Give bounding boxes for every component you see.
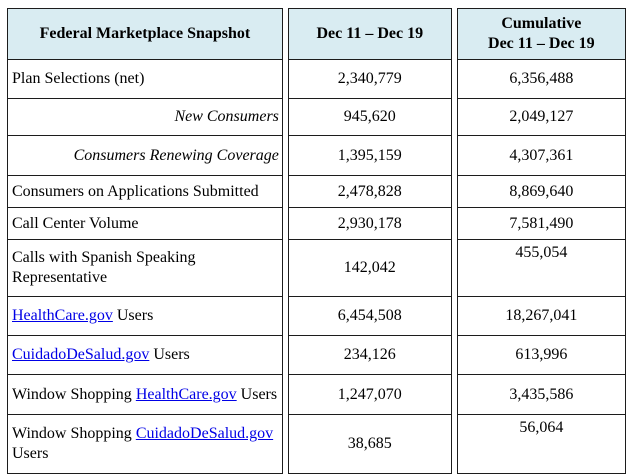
row-label-cell: HealthCare.gov Users [7,297,283,336]
cuidadodesalud-gov-link[interactable]: CuidadoDeSalud.gov [135,425,274,443]
header-weekly-cell: Dec 11 – Dec 19 [287,8,452,60]
weekly-value-cell: 6,454,508 [287,297,452,336]
row-label-text: Users [236,385,278,403]
header-title-cell: Federal Marketplace Snapshot [7,8,283,60]
header-cumulative-line1: Cumulative [501,15,582,33]
header-row: Federal Marketplace Snapshot Dec 11 – De… [7,8,626,60]
row-label-text: Users [149,346,190,364]
row-label-text: Call Center Volume [12,214,139,232]
cumulative-value-cell: 613,996 [456,336,626,375]
header-cumulative-line2: Dec 11 – Dec 19 [488,35,595,52]
weekly-value-cell: 38,685 [287,415,452,474]
marketplace-snapshot-table: Federal Marketplace Snapshot Dec 11 – De… [2,8,631,474]
cumulative-value-cell: 7,581,490 [456,208,626,240]
cumulative-value-cell: 455,054 [456,240,626,297]
table-row: CuidadoDeSalud.gov Users 234,126 613,996 [7,336,626,375]
table-row: HealthCare.gov Users 6,454,508 18,267,041 [7,297,626,336]
weekly-value-cell: 2,478,828 [287,176,452,208]
row-label-cell: Consumers on Applications Submitted [7,176,283,208]
row-label-text: New Consumers [174,108,279,126]
row-label-cell: Calls with Spanish Speaking Representati… [7,240,283,297]
cumulative-value-cell: 8,869,640 [456,176,626,208]
header-cumulative-cell: Cumulative Dec 11 – Dec 19 [456,8,626,60]
row-label-text: Calls with Spanish Speaking Representati… [12,249,196,286]
weekly-value-cell: 234,126 [287,336,452,375]
table-row: Window Shopping CuidadoDeSalud.gov Users… [7,415,626,474]
table-row: Call Center Volume 2,930,178 7,581,490 [7,208,626,240]
table-row: Consumers Renewing Coverage 1,395,159 4,30… [7,136,626,176]
table-row: Calls with Spanish Speaking Representati… [7,240,626,297]
row-label-cell: Window Shopping CuidadoDeSalud.gov Users [7,415,283,474]
row-label-cell: Window Shopping HealthCare.gov Users [7,375,283,415]
weekly-value-cell: 1,247,070 [287,375,452,415]
healthcare-gov-link[interactable]: HealthCare.gov [12,307,113,325]
row-label-cell: Plan Selections (net) [7,60,283,99]
cumulative-value-cell: 4,307,361 [456,136,626,176]
healthcare-gov-link[interactable]: HealthCare.gov [135,385,237,403]
row-label-cell: CuidadoDeSalud.gov Users [7,336,283,375]
cuidadodesalud-gov-link[interactable]: CuidadoDeSalud.gov [12,346,150,364]
weekly-value-cell: 2,930,178 [287,208,452,240]
weekly-value-cell: 945,620 [287,99,452,136]
row-label-text: Consumers on Applications Submitted [12,182,259,200]
table-row: Plan Selections (net) 2,340,779 6,356,488 [7,60,626,99]
table-row: New Consumers 945,620 2,049,127 [7,99,626,136]
row-label-text: Users [12,445,49,462]
row-label-text: Window Shopping [12,385,136,403]
table-body: Plan Selections (net) 2,340,779 6,356,488 N… [7,60,626,474]
row-label-cell: Call Center Volume [7,208,283,240]
cumulative-value-cell: 2,049,127 [456,99,626,136]
cumulative-value-cell: 18,267,041 [456,297,626,336]
row-label-cell: New Consumers [7,99,283,136]
weekly-value-cell: 142,042 [287,240,452,297]
cumulative-value-cell: 6,356,488 [456,60,626,99]
row-label-text: Users [112,307,154,325]
table-header: Federal Marketplace Snapshot Dec 11 – De… [7,8,626,60]
table-row: Window Shopping HealthCare.gov Users 1,24… [7,375,626,415]
row-label-text: Window Shopping [12,425,136,443]
table-row: Consumers on Applications Submitted 2,478… [7,176,626,208]
cumulative-value-cell: 56,064 [456,415,626,474]
row-label-cell: Consumers Renewing Coverage [7,136,283,176]
row-label-text: Consumers Renewing Coverage [73,146,279,164]
row-label-text: Plan Selections (net) [12,70,145,88]
weekly-value-cell: 2,340,779 [287,60,452,99]
weekly-value-cell: 1,395,159 [287,136,452,176]
cumulative-value-cell: 3,435,586 [456,375,626,415]
